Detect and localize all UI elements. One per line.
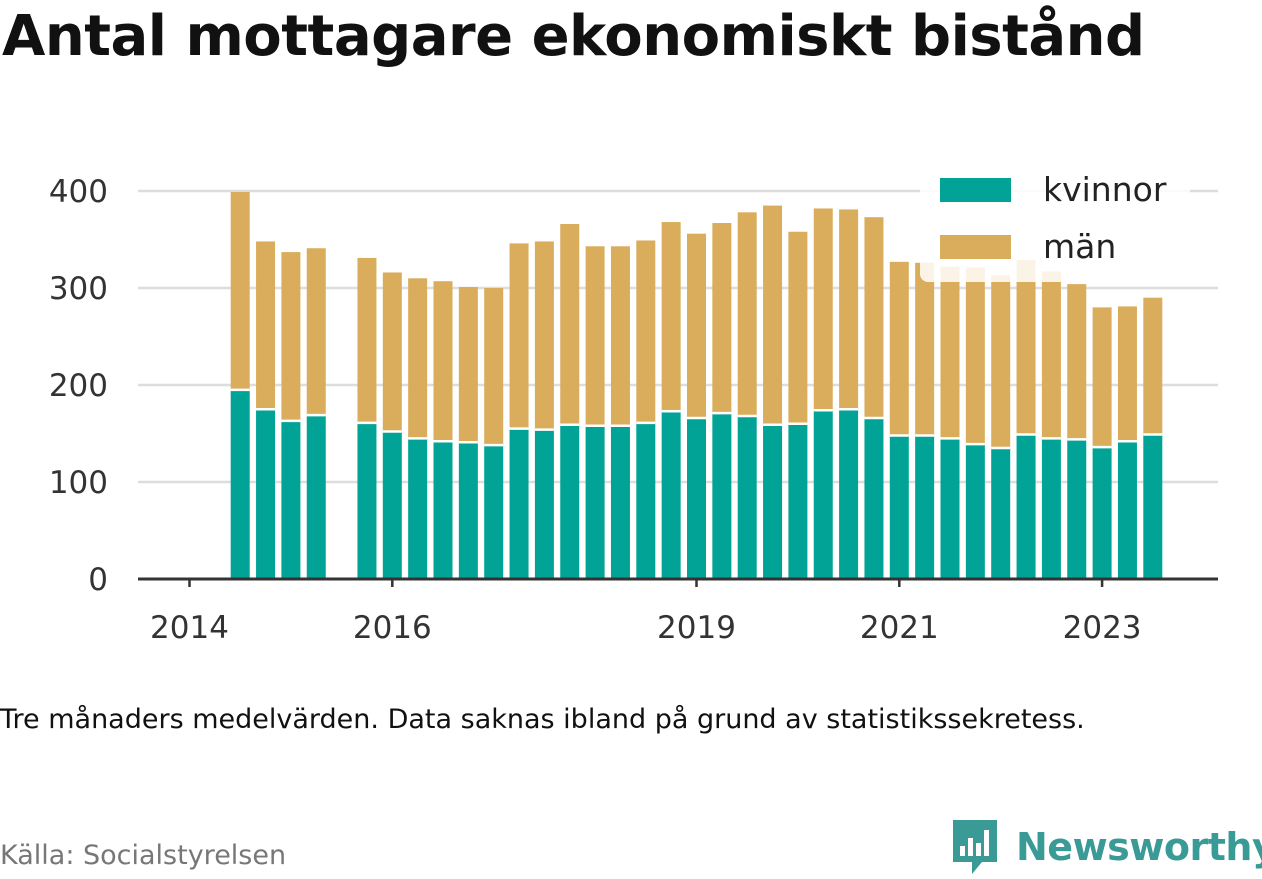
bar-man [1016,259,1036,435]
bar-kvinnor [509,428,529,579]
bar-man [281,252,301,421]
bar-man [458,287,478,443]
bar-kvinnor [788,423,808,579]
legend-swatch [940,178,1011,202]
bar-man [1143,297,1163,435]
bar-man [813,208,833,411]
bar-kvinnor [534,429,554,579]
bar-man [788,231,808,424]
bar-man [357,257,377,423]
bar-man [965,267,985,445]
y-tick-label: 300 [49,271,108,307]
bar-kvinnor [484,445,504,579]
bar-man [484,288,504,446]
y-tick-label: 400 [49,174,108,210]
bar-kvinnor [965,444,985,579]
bar-man [687,233,706,418]
bar-kvinnor [737,416,757,579]
x-tick-label: 2023 [1063,610,1142,646]
bar-man [610,246,630,426]
x-axis-ticks: 2014 2016 2019 2021 2023 [150,579,1142,646]
bar-kvinnor [991,448,1011,579]
bar-man [712,223,732,414]
bar-man [256,241,276,410]
bar-man [1041,271,1061,439]
bar-kvinnor [458,442,478,579]
bar-kvinnor [687,417,706,579]
bar-man [915,262,935,436]
legend-swatch [940,235,1011,259]
bar-kvinnor [915,435,935,579]
bar-man [230,191,250,390]
y-tick-label: 0 [88,562,108,598]
y-tick-label: 200 [49,368,108,404]
bar-man [382,272,402,432]
legend-label: män [1043,227,1116,266]
legend: kvinnor män [920,166,1190,282]
bar-kvinnor [763,424,783,579]
bar-kvinnor [306,415,326,579]
bar-kvinnor [281,420,301,579]
bar-kvinnor [661,411,681,579]
bar-kvinnor [1117,441,1137,579]
bar-kvinnor [636,422,656,579]
bar-kvinnor [1067,439,1087,579]
bar-man [889,261,909,436]
bar-man [1117,306,1137,442]
bar-kvinnor [1016,434,1036,579]
chart-note: Tre månaders medelvärden. Data saknas ib… [0,704,1085,735]
bar-kvinnor [585,425,605,579]
bars [230,191,1163,579]
bar-kvinnor [839,409,859,579]
bar-man [636,240,656,423]
bar-kvinnor [382,431,402,579]
y-axis-ticks: 0 100 200 300 400 [49,174,108,598]
x-tick-label: 2014 [150,610,229,646]
bar-man [1067,284,1087,440]
bar-man [306,248,326,416]
bar-man [661,222,681,412]
bar-man [1092,307,1112,448]
source-label: Källa: Socialstyrelsen [0,840,287,871]
bar-kvinnor [864,417,884,579]
legend-label: kvinnor [1043,170,1167,209]
bar-kvinnor [433,441,453,579]
y-tick-label: 100 [49,465,108,501]
stacked-bar-chart: 0 100 200 300 400 2014 2016 2019 2021 2023 kvinn… [48,166,1218,646]
bar-kvinnor [813,410,833,579]
bar-man [585,246,605,426]
bar-man [509,243,529,429]
bar-man [940,266,960,439]
bar-kvinnor [256,409,276,579]
bar-kvinnor [1143,434,1163,579]
bar-kvinnor [408,438,428,579]
brand-name: Newsworthy [1016,825,1262,869]
bar-man [864,217,884,418]
bar-kvinnor [1092,447,1112,579]
chart-title: Antal mottagare ekonomiskt bistånd [2,4,1145,69]
bar-kvinnor [889,435,909,579]
bar-man [737,212,757,417]
bar-man [560,223,580,425]
x-tick-label: 2016 [353,610,432,646]
bar-man [991,275,1011,449]
newsworthy-logo-icon [953,820,997,874]
bar-man [408,278,428,439]
bar-kvinnor [610,425,630,579]
bar-man [534,241,554,430]
bar-kvinnor [560,424,580,579]
x-tick-label: 2021 [860,610,939,646]
bar-man [433,281,453,442]
bar-kvinnor [940,438,960,579]
brand-logo[interactable]: Newsworthy [950,818,1262,876]
bar-man [839,209,859,410]
bar-kvinnor [712,413,732,579]
bar-kvinnor [1041,438,1061,579]
bar-kvinnor [230,389,250,579]
x-tick-label: 2019 [657,610,736,646]
bar-man [763,205,783,425]
bar-kvinnor [357,422,377,579]
